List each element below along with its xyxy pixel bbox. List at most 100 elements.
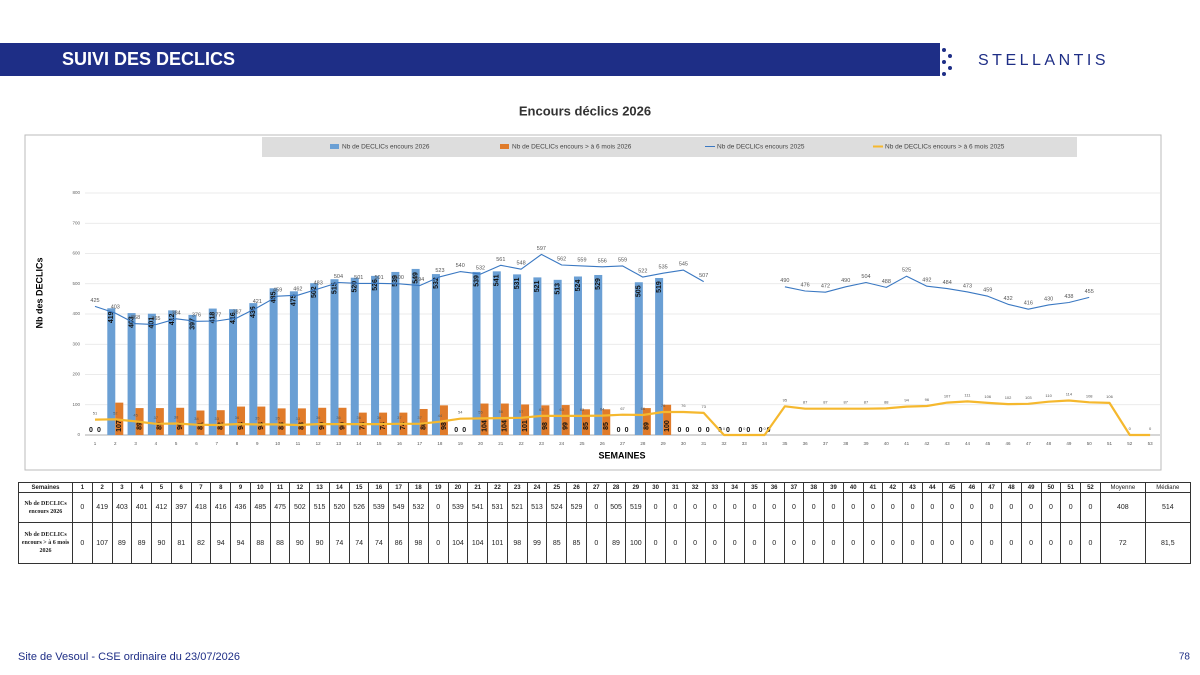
table-cell: 541: [467, 492, 489, 523]
line: [94, 253, 704, 326]
table-cell: 0: [882, 492, 904, 523]
table-cell: 0: [684, 492, 706, 523]
bar-value-label: 94: [238, 422, 245, 430]
table-cell: 38: [803, 482, 825, 493]
bar-value-label: 436: [250, 306, 257, 318]
table-cell: 5: [151, 482, 172, 493]
bar: [581, 409, 590, 435]
table-cell: 3: [111, 482, 133, 493]
table-cell: 99: [526, 522, 548, 564]
x-tick-label: 34: [762, 441, 768, 446]
y-tick-label: 0: [77, 432, 80, 437]
table-cell: 21: [467, 482, 489, 493]
table-cell: 0: [1020, 522, 1042, 564]
table-cell: 32: [684, 482, 706, 493]
line-value-label: 76: [681, 403, 686, 408]
bar: [147, 313, 156, 435]
table-cell: 513: [526, 492, 548, 523]
table-cell: 43: [902, 482, 923, 493]
line-value-label: 37: [154, 415, 159, 420]
line-value-label: 36: [336, 415, 341, 420]
bar: [330, 279, 339, 435]
line-value-label: 110: [1045, 393, 1052, 398]
table-cell: 0: [1000, 522, 1022, 564]
x-tick-label: 46: [1006, 441, 1012, 446]
table-cell: 88: [269, 522, 291, 564]
x-tick-label: 7: [215, 441, 218, 446]
table-cell: 81,5: [1144, 522, 1191, 564]
table-cell: 35: [744, 482, 765, 493]
line-value-label: 492: [922, 278, 931, 284]
line-value-label: 76: [661, 403, 666, 408]
bar: [663, 404, 672, 435]
table-cell: 6: [170, 482, 192, 493]
x-tick-label: 49: [1066, 441, 1072, 446]
line-value-label: 376: [192, 313, 201, 319]
table-cell: 11: [269, 482, 291, 493]
table-cell: 0: [664, 522, 686, 564]
legend-label: Nb de DECLICs encours 2025: [717, 144, 805, 151]
table-cell: 0: [842, 492, 864, 523]
bar-value-label: 85: [603, 422, 610, 430]
table-cell: 0: [862, 522, 884, 564]
line-value-label: 64: [600, 407, 605, 412]
table-cell: 40: [842, 482, 864, 493]
bar: [277, 408, 286, 435]
x-tick-label: 15: [377, 441, 383, 446]
table-cell: 24: [526, 482, 548, 493]
table-cell: 526: [348, 492, 370, 523]
table-cell: 7: [190, 482, 212, 493]
line-value-label: 561: [496, 257, 505, 263]
y-axis-title: Nb des DECLICs: [34, 257, 44, 328]
bar-value-label: 0: [89, 427, 93, 434]
y-tick-label: 200: [72, 372, 80, 377]
line-value-label: 472: [821, 284, 830, 290]
line-value-label: 34: [194, 416, 199, 421]
line-value-label: 66: [641, 406, 646, 411]
table-cell: 0: [941, 522, 963, 564]
header-bar: [0, 43, 940, 76]
bar: [127, 313, 136, 435]
line-value-label: 484: [943, 280, 952, 286]
table-cell: 29: [625, 482, 647, 493]
bar: [216, 410, 225, 435]
line-value-label: 106: [984, 394, 991, 399]
table-cell: 0: [803, 492, 825, 523]
bar-value-label: 539: [392, 275, 399, 287]
x-tick-label: 28: [640, 441, 646, 446]
line-value-label: 0: [1149, 426, 1152, 431]
line-value-label: 483: [314, 280, 323, 286]
table-cell: 0: [427, 522, 449, 564]
bar: [594, 274, 603, 435]
line-value-label: 540: [456, 263, 465, 269]
legend-swatch: [330, 144, 339, 149]
table-cell: 0: [704, 522, 726, 564]
table-cell: 524: [546, 492, 568, 523]
bar-value-label: 419: [108, 311, 115, 323]
bar-value-label: 74: [400, 422, 407, 430]
table-cell: 529: [566, 492, 587, 523]
table-cell: 48: [1000, 482, 1022, 493]
bar: [533, 277, 542, 435]
line-value-label: 88: [884, 399, 889, 404]
x-tick-label: 35: [782, 441, 788, 446]
bar: [237, 406, 246, 435]
bar: [634, 282, 643, 435]
page-number: 78: [1179, 652, 1191, 663]
bar-value-label: 520: [352, 281, 359, 293]
x-tick-label: 42: [924, 441, 930, 446]
table-cell: 0: [763, 522, 785, 564]
bar-value-label: 524: [575, 280, 582, 292]
bar: [188, 314, 197, 435]
bar-value-label: 519: [656, 281, 663, 293]
line-value-label: 36: [357, 415, 362, 420]
line-value-label: 507: [699, 273, 708, 279]
line-value-label: 114: [1066, 392, 1073, 397]
legend-swatch: [500, 144, 509, 149]
line-value-label: 494: [415, 277, 424, 283]
line-value-label: 108: [1086, 393, 1093, 398]
y-tick-label: 700: [72, 220, 80, 225]
bar-value-label: 529: [595, 278, 602, 290]
line-value-label: 63: [539, 407, 544, 412]
bar: [176, 407, 185, 435]
